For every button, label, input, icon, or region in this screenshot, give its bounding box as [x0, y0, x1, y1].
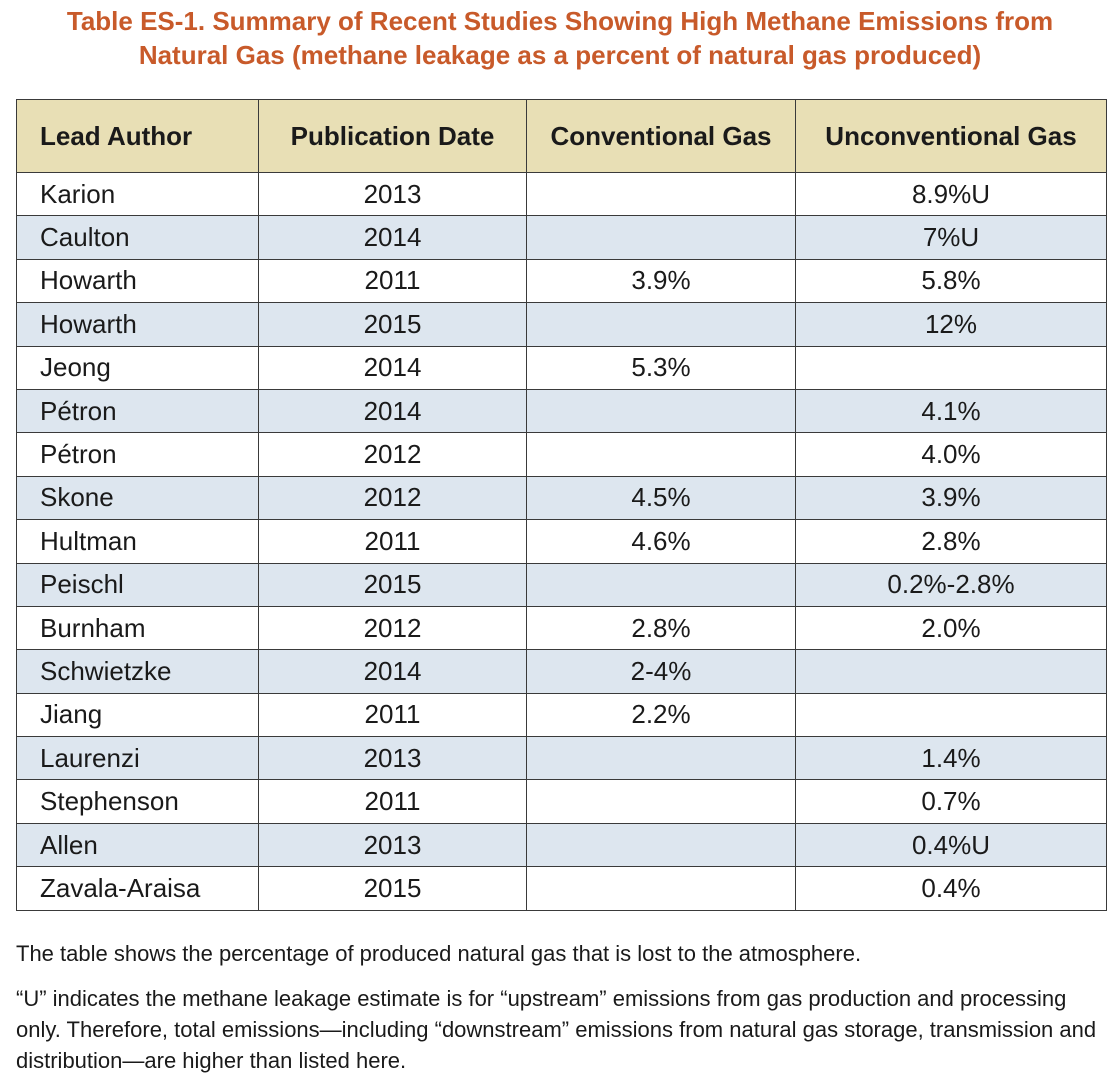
table-row: Allen 2013 0.4%U: [16, 822, 1107, 868]
table-notes: The table shows the percentage of produc…: [16, 938, 1116, 1076]
cell-conventional-gas: 4.5%: [526, 475, 796, 521]
table-row: Pétron 2014 4.1%: [16, 388, 1107, 434]
cell-lead-author: Jiang: [16, 692, 259, 738]
cell-publication-date: 2014: [258, 345, 527, 390]
table-row: Schwietzke 2014 2-4%: [16, 649, 1107, 694]
cell-publication-date: 2011: [258, 779, 527, 824]
header-unconventional-gas: Unconventional Gas: [795, 99, 1107, 173]
cell-lead-author: Zavala-Araisa: [16, 866, 259, 911]
cell-lead-author: Pétron: [16, 388, 259, 434]
cell-conventional-gas: [526, 432, 796, 477]
cell-conventional-gas: [526, 562, 796, 607]
cell-publication-date: 2011: [258, 519, 527, 564]
cell-conventional-gas: 2.2%: [526, 692, 796, 738]
table-header-row: Lead Author Publication Date Conventiona…: [16, 99, 1107, 173]
cell-unconventional-gas: [795, 649, 1107, 694]
cell-conventional-gas: 3.9%: [526, 258, 796, 304]
cell-publication-date: 2013: [258, 171, 527, 217]
cell-lead-author: Laurenzi: [16, 736, 259, 781]
table-row: Pétron 2012 4.0%: [16, 432, 1107, 477]
table-row: Hultman 2011 4.6% 2.8%: [16, 519, 1107, 564]
cell-unconventional-gas: 1.4%: [795, 736, 1107, 781]
cell-lead-author: Allen: [16, 822, 259, 868]
table-row: Burnham 2012 2.8% 2.0%: [16, 605, 1107, 651]
cell-publication-date: 2012: [258, 605, 527, 651]
cell-unconventional-gas: 3.9%: [795, 475, 1107, 521]
cell-lead-author: Caulton: [16, 215, 259, 260]
cell-lead-author: Karion: [16, 171, 259, 217]
cell-unconventional-gas: 4.1%: [795, 388, 1107, 434]
table-row: Zavala-Araisa 2015 0.4%: [16, 866, 1107, 911]
cell-unconventional-gas: 2.8%: [795, 519, 1107, 564]
cell-unconventional-gas: 0.7%: [795, 779, 1107, 824]
cell-lead-author: Pétron: [16, 432, 259, 477]
cell-lead-author: Howarth: [16, 258, 259, 304]
note-upstream: “U” indicates the methane leakage estima…: [16, 986, 1097, 1073]
cell-conventional-gas: 2-4%: [526, 649, 796, 694]
cell-publication-date: 2013: [258, 736, 527, 781]
cell-publication-date: 2011: [258, 258, 527, 304]
cell-conventional-gas: [526, 866, 796, 911]
table-body: Karion 2013 8.9%U Caulton 2014 7%U Howarth 2011…: [16, 171, 1107, 911]
table-row: Skone 2012 4.5% 3.9%: [16, 475, 1107, 521]
cell-conventional-gas: [526, 171, 796, 217]
cell-unconventional-gas: 0.2%-2.8%: [795, 562, 1107, 607]
table-row: Jeong 2014 5.3%: [16, 345, 1107, 390]
cell-lead-author: Hultman: [16, 519, 259, 564]
header-lead-author: Lead Author: [16, 99, 259, 173]
cell-conventional-gas: [526, 736, 796, 781]
cell-unconventional-gas: [795, 345, 1107, 390]
cell-publication-date: 2013: [258, 822, 527, 868]
cell-publication-date: 2014: [258, 215, 527, 260]
cell-lead-author: Jeong: [16, 345, 259, 390]
cell-lead-author: Howarth: [16, 302, 259, 347]
table-title-line-2: Natural Gas (methane leakage as a percen…: [138, 40, 982, 70]
cell-publication-date: 2011: [258, 692, 527, 738]
cell-conventional-gas: 4.6%: [526, 519, 796, 564]
table-row: Howarth 2011 3.9% 5.8%: [16, 258, 1107, 304]
cell-publication-date: 2014: [258, 388, 527, 434]
cell-conventional-gas: [526, 388, 796, 434]
methane-studies-table: Lead Author Publication Date Conventiona…: [16, 99, 1107, 911]
header-conventional-gas: Conventional Gas: [526, 99, 796, 173]
cell-unconventional-gas: 2.0%: [795, 605, 1107, 651]
table-row: Caulton 2014 7%U: [16, 215, 1107, 260]
cell-unconventional-gas: [795, 692, 1107, 738]
cell-lead-author: Burnham: [16, 605, 259, 651]
cell-publication-date: 2015: [258, 866, 527, 911]
cell-lead-author: Skone: [16, 475, 259, 521]
header-publication-date: Publication Date: [258, 99, 527, 173]
cell-conventional-gas: [526, 215, 796, 260]
cell-lead-author: Schwietzke: [16, 649, 259, 694]
cell-publication-date: 2012: [258, 432, 527, 477]
note-percentage: The table shows the percentage of produc…: [16, 941, 862, 966]
cell-conventional-gas: 5.3%: [526, 345, 796, 390]
cell-conventional-gas: [526, 302, 796, 347]
cell-lead-author: Peischl: [16, 562, 259, 607]
table-row: Karion 2013 8.9%U: [16, 171, 1107, 217]
cell-conventional-gas: [526, 779, 796, 824]
cell-unconventional-gas: 4.0%: [795, 432, 1107, 477]
cell-unconventional-gas: 0.4%: [795, 866, 1107, 911]
table-row: Peischl 2015 0.2%-2.8%: [16, 562, 1107, 607]
cell-conventional-gas: 2.8%: [526, 605, 796, 651]
cell-unconventional-gas: 7%U: [795, 215, 1107, 260]
table-row: Laurenzi 2013 1.4%: [16, 736, 1107, 781]
table-title-line-1: Table ES-1. Summary of Recent Studies Sh…: [66, 6, 1054, 36]
cell-unconventional-gas: 12%: [795, 302, 1107, 347]
cell-unconventional-gas: 8.9%U: [795, 171, 1107, 217]
cell-publication-date: 2015: [258, 562, 527, 607]
table-title: Table ES-1. Summary of Recent Studies Sh…: [0, 4, 1120, 72]
table-row: Howarth 2015 12%: [16, 302, 1107, 347]
cell-unconventional-gas: 0.4%U: [795, 822, 1107, 868]
cell-unconventional-gas: 5.8%: [795, 258, 1107, 304]
cell-conventional-gas: [526, 822, 796, 868]
cell-publication-date: 2012: [258, 475, 527, 521]
cell-publication-date: 2015: [258, 302, 527, 347]
cell-publication-date: 2014: [258, 649, 527, 694]
table-row: Jiang 2011 2.2%: [16, 692, 1107, 738]
cell-lead-author: Stephenson: [16, 779, 259, 824]
table-row: Stephenson 2011 0.7%: [16, 779, 1107, 824]
